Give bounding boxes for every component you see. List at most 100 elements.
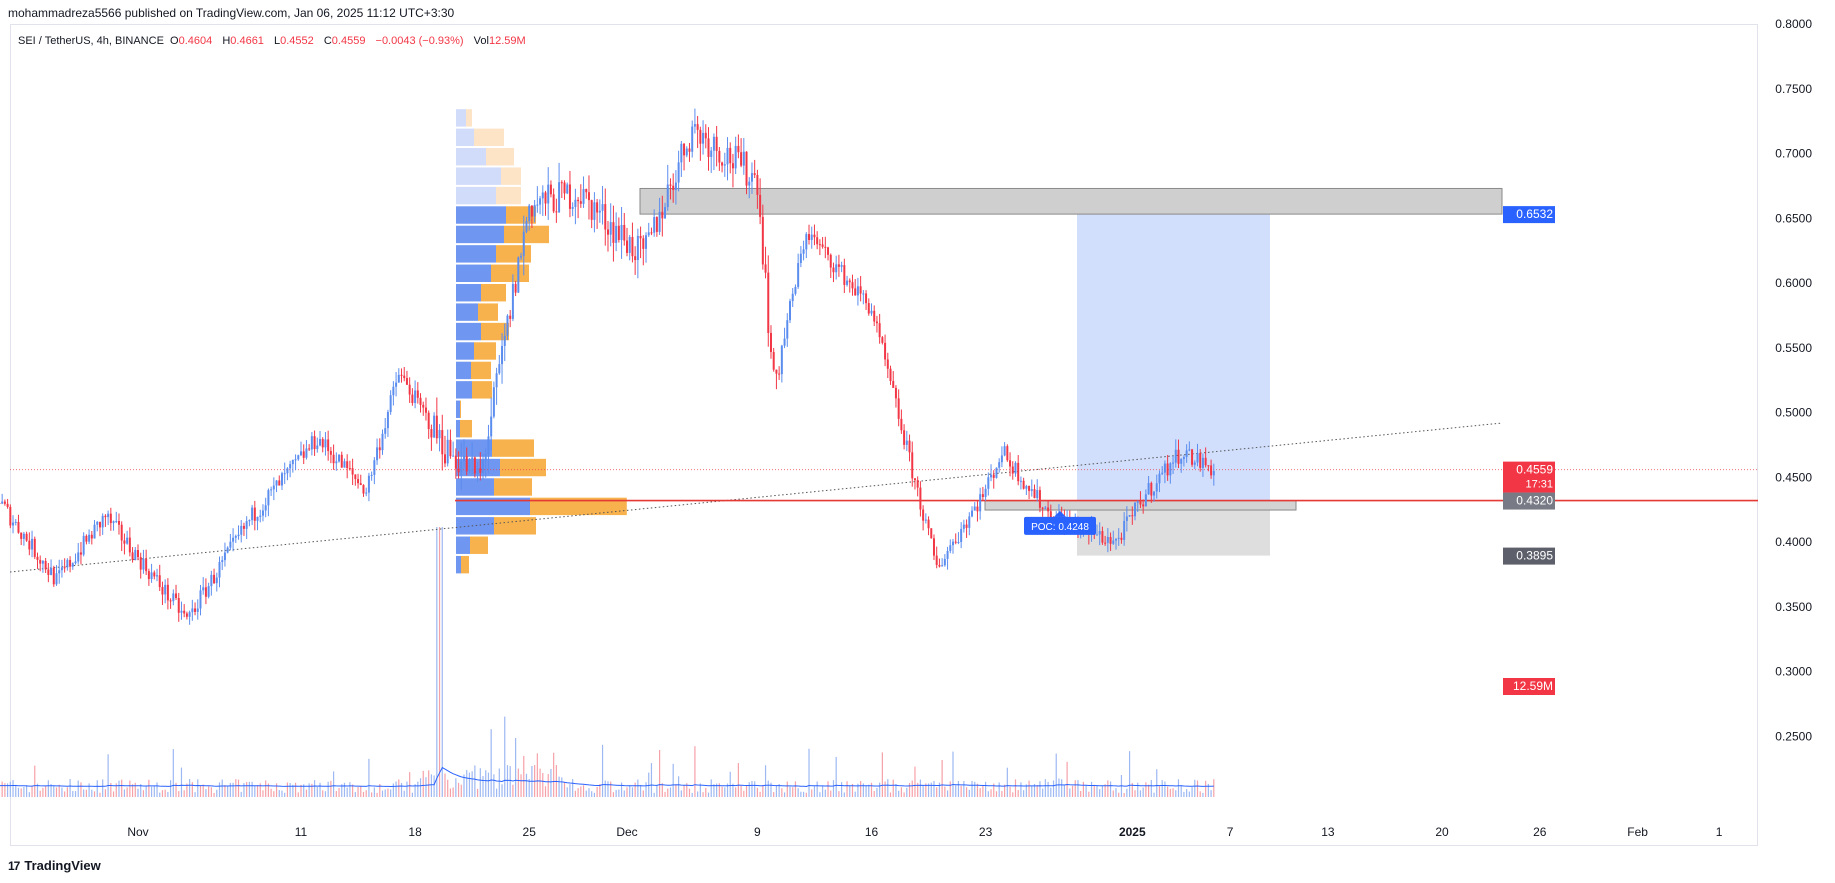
profile-down-bar — [474, 128, 504, 147]
candle-body — [232, 537, 235, 542]
volume-bar — [664, 791, 666, 797]
candle-body — [156, 575, 159, 577]
candle-body — [259, 515, 262, 517]
volume-bar — [805, 792, 807, 797]
legend-high: 0.4661 — [230, 35, 264, 47]
volume-bar — [870, 782, 873, 797]
volume-bar — [354, 792, 356, 797]
volume-bar — [387, 788, 389, 797]
candle-body — [430, 429, 433, 438]
volume-bar — [1213, 779, 1215, 797]
volume-bar — [229, 782, 231, 797]
candle-body — [313, 436, 316, 450]
candle-body — [14, 521, 17, 523]
volume-bar — [17, 787, 20, 797]
candle-body — [1144, 494, 1147, 507]
candle-body — [319, 439, 322, 446]
volume-bar — [599, 784, 601, 797]
volume-bar — [585, 790, 587, 797]
volume-bar — [501, 784, 503, 797]
y-tick-label: 0.7000 — [1775, 147, 1812, 161]
candle-body — [509, 315, 512, 319]
candle-body — [541, 192, 544, 199]
volume-bar — [490, 729, 492, 797]
volume-bar — [1131, 783, 1133, 797]
candle-body — [821, 244, 824, 247]
legend-high-label: H — [222, 35, 231, 47]
profile-down-bar — [474, 342, 496, 360]
volume-bar — [436, 527, 438, 797]
candle-body — [897, 398, 900, 419]
candle-body — [93, 524, 96, 539]
volume-bar — [813, 785, 816, 797]
volume-bar — [243, 783, 245, 797]
candle-body — [653, 217, 656, 233]
volume-ma-line — [0, 766, 1214, 788]
candle-body — [44, 560, 47, 570]
candle-body — [218, 562, 221, 578]
volume-bar — [438, 527, 441, 797]
volume-bar — [150, 786, 153, 797]
candle-body — [577, 199, 580, 202]
volume-bar — [444, 773, 446, 797]
candle-body — [1169, 463, 1172, 476]
volume-bar — [1058, 778, 1060, 797]
volume-bar — [349, 782, 351, 797]
candle-body — [598, 210, 601, 213]
volume-bar — [289, 782, 291, 797]
volume-bar — [563, 782, 566, 797]
volume-bar — [1055, 753, 1057, 797]
candle-body — [867, 303, 870, 314]
candle-body — [1006, 446, 1009, 461]
volume-bar — [428, 770, 430, 797]
candle-body — [17, 521, 20, 533]
candle-body — [1047, 507, 1050, 512]
candle-body — [759, 194, 762, 217]
candle-body — [175, 593, 178, 599]
volume-bar — [476, 788, 479, 797]
volume-bar — [26, 785, 28, 797]
volume-bar — [830, 790, 832, 797]
candle-body — [778, 373, 781, 375]
candle-body — [854, 288, 857, 296]
candle-body — [166, 584, 169, 601]
legend-symbol[interactable]: SEI / TetherUS, 4h, BINANCE — [18, 35, 164, 47]
volume-bar — [770, 782, 772, 797]
volume-bar — [433, 775, 435, 797]
volume-bar — [509, 766, 511, 797]
volume-bar — [455, 778, 457, 797]
candle-body — [460, 461, 463, 473]
candle-body — [568, 184, 571, 209]
candle-body — [131, 552, 134, 560]
x-tick-label: 7 — [1227, 825, 1234, 839]
volume-bar — [153, 785, 155, 797]
volume-bar — [688, 788, 691, 797]
volume-bar — [1020, 782, 1022, 797]
profile-down-bar — [478, 303, 498, 321]
volume-bar — [61, 787, 63, 797]
candle-body — [351, 468, 354, 475]
volume-bar — [1210, 790, 1212, 797]
candle-body — [984, 488, 987, 497]
candle-body — [881, 337, 884, 343]
candle-body — [441, 430, 444, 455]
volume-bar — [417, 781, 419, 797]
candle-body — [1191, 449, 1194, 465]
candle-body — [150, 572, 153, 580]
candle-body — [226, 547, 229, 553]
candle-body — [924, 519, 927, 521]
candle-body — [367, 475, 370, 493]
footer-brand[interactable]: 17 TradingView — [8, 858, 101, 873]
candle-body — [1193, 462, 1196, 465]
candle-body — [949, 545, 952, 551]
volume-bar — [794, 781, 797, 797]
profile-down-bar — [471, 361, 491, 380]
candle-body — [903, 430, 906, 445]
candle-body — [6, 503, 9, 507]
candle-body — [362, 485, 365, 494]
volume-bar — [15, 784, 17, 797]
candle-body — [378, 447, 381, 451]
volume-bar — [66, 787, 68, 797]
volume-bar — [452, 787, 454, 797]
